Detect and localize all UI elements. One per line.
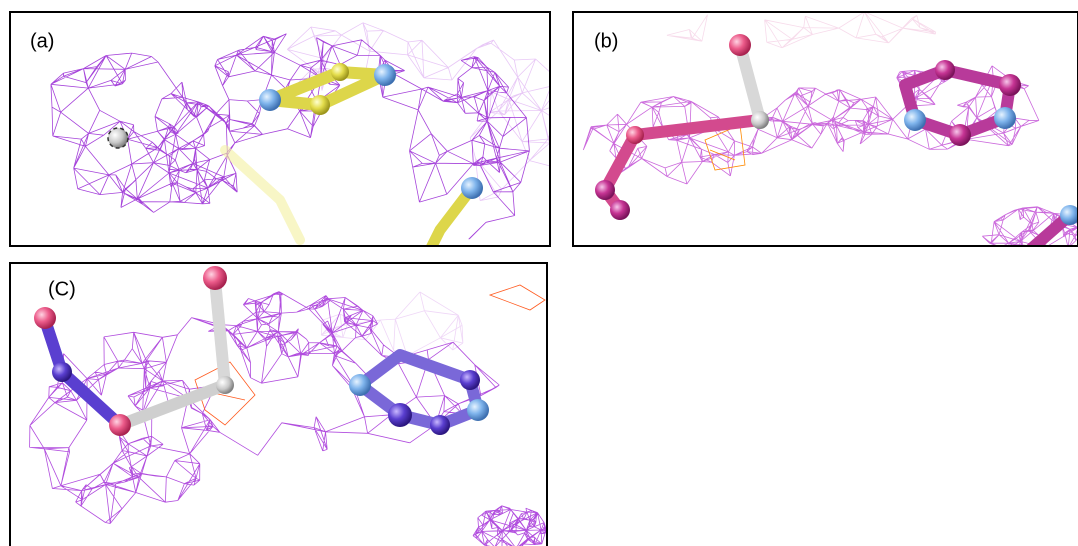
atom [595,180,615,200]
atom [216,376,234,394]
atom [430,415,450,435]
panel-b-art [583,12,1078,254]
difference-mesh [195,285,545,425]
atom [331,63,349,81]
atom [994,107,1016,129]
atom [904,109,926,131]
panel-label: (a) [30,30,54,52]
panel-label: (b) [594,30,618,52]
atom [460,370,480,390]
atom [34,307,56,329]
panel-c-art [30,266,548,546]
atom [626,126,644,144]
page: Density map panels html, body { margin: … [0,0,1078,546]
density-mesh [667,12,936,48]
atom [349,374,371,396]
figure: (a) (b) (C) [0,0,1078,546]
page-body: {"panels": [{"label": "(a)"}, {"label": … [0,0,1078,546]
atom [751,111,769,129]
atom [461,177,483,199]
atom [467,399,489,421]
atom [388,403,412,427]
atom [109,414,131,436]
atom [610,200,630,220]
atom [949,124,971,146]
bond [225,150,300,240]
atom [259,89,281,111]
atom [52,362,72,382]
atom [729,34,751,56]
atom [999,74,1021,96]
atom [935,60,955,80]
atom [310,95,330,115]
atom [203,266,227,290]
density-mesh [321,292,463,356]
bond [740,45,760,120]
ion [108,128,128,148]
panel-a-art [51,23,577,250]
panel-label: (C) [48,278,76,300]
atom [374,64,396,86]
